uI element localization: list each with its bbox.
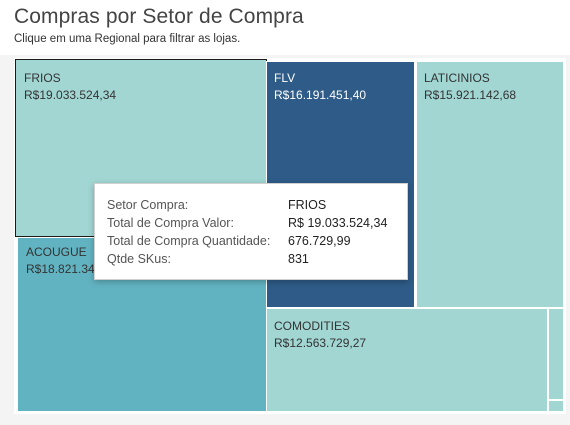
tooltip-row-skus: Qtde SKus: 831 xyxy=(107,252,397,270)
tile-label-frios: FRIOS R$19.033.524,34 xyxy=(24,70,116,104)
tile-label-comodities: COMODITIES R$12.563.729,27 xyxy=(274,318,366,352)
tooltip-key: Qtde SKus: xyxy=(107,252,171,266)
treemap-tile-laticinios[interactable]: LATICINIOS R$15.921.142,68 xyxy=(416,61,564,308)
treemap-tile-small-segment[interactable] xyxy=(548,400,564,412)
tooltip-row-valor: Total de Compra Valor: R$ 19.033.524,34 xyxy=(107,216,397,234)
tile-label-laticinios: LATICINIOS R$15.921.142,68 xyxy=(424,70,516,104)
tile-label-flv: FLV R$16.191.451,40 xyxy=(274,70,366,104)
chart-subtitle: Clique em uma Regional para filtrar as l… xyxy=(14,33,241,45)
tile-value-flv: R$16.191.451,40 xyxy=(274,88,367,102)
tooltip-key: Total de Compra Quantidade: xyxy=(107,234,271,248)
tile-label-acougue: ACOUGUE R$18.821.34 xyxy=(26,244,95,278)
tooltip: Setor Compra: FRIOS Total de Compra Valo… xyxy=(94,183,408,280)
tile-name-comodities: COMODITIES xyxy=(274,319,351,333)
tooltip-value: FRIOS xyxy=(288,198,327,212)
tile-name-acougue: ACOUGUE xyxy=(26,245,87,259)
tile-name-flv: FLV xyxy=(274,71,296,85)
tooltip-key: Setor Compra: xyxy=(107,198,189,212)
tooltip-key: Total de Compra Valor: xyxy=(107,216,234,230)
tile-value-laticinios: R$15.921.142,68 xyxy=(424,88,517,102)
chart-title: Compras por Setor de Compra xyxy=(14,5,304,28)
tooltip-value: 676.729,99 xyxy=(288,234,351,248)
tooltip-value: 831 xyxy=(288,252,309,266)
tile-name-frios: FRIOS xyxy=(24,71,61,85)
tooltip-row-setor: Setor Compra: FRIOS xyxy=(107,198,397,216)
tile-name-laticinios: LATICINIOS xyxy=(424,71,490,85)
header: Compras por Setor de Compra Clique em um… xyxy=(0,0,570,55)
tile-value-acougue: R$18.821.34 xyxy=(26,262,95,276)
tooltip-value: R$ 19.033.524,34 xyxy=(288,216,388,230)
treemap-chart: FRIOS R$19.033.524,34 ACOUGUE R$18.821.3… xyxy=(14,58,566,414)
treemap-tile-small-segment[interactable] xyxy=(548,308,564,400)
treemap-tile-comodities[interactable]: COMODITIES R$12.563.729,27 xyxy=(266,308,548,412)
tooltip-row-quantidade: Total de Compra Quantidade: 676.729,99 xyxy=(107,234,397,252)
tile-value-frios: R$19.033.524,34 xyxy=(24,88,117,102)
tile-value-comodities: R$12.563.729,27 xyxy=(274,336,367,350)
